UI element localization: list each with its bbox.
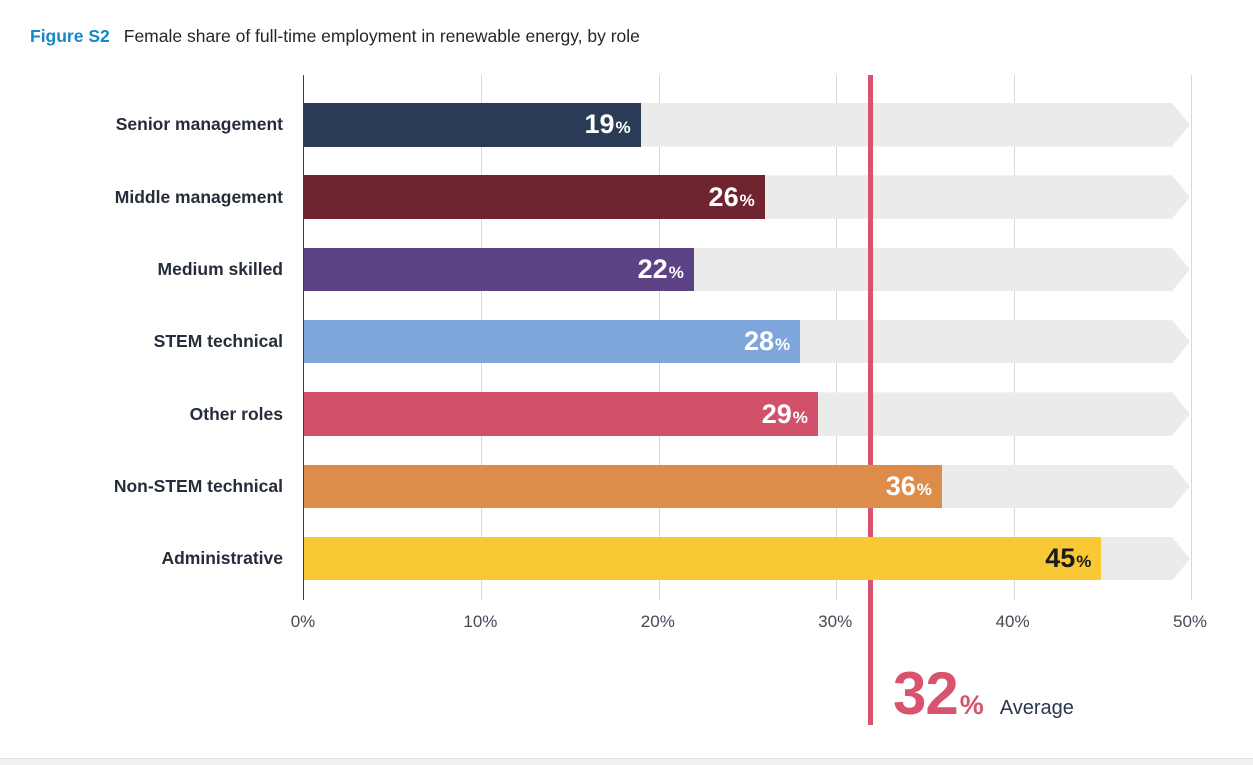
- bar-value-percent-sign: %: [792, 407, 808, 427]
- figure-title-text: Female share of full-time employment in …: [123, 26, 640, 46]
- gridline-50: [1191, 75, 1192, 600]
- bar-value-percent-sign: %: [668, 262, 684, 282]
- bar: 28%: [304, 319, 801, 364]
- plot-area: Senior management 19% Middle management 26%…: [114, 75, 1192, 600]
- x-axis-tick-label: 0%: [290, 612, 316, 631]
- bar-value-percent-sign: %: [775, 335, 791, 355]
- bar-value-label: 36%: [885, 470, 932, 501]
- bar-value-label: 26%: [708, 181, 755, 212]
- bar: 19%: [304, 103, 641, 147]
- page-bottom-strip: [0, 758, 1253, 765]
- average-word-label: Average: [999, 697, 1074, 719]
- bar-value-percent-sign: %: [739, 190, 755, 210]
- x-axis-tick-label: 30%: [818, 612, 853, 631]
- bar-value-number: 29: [761, 398, 792, 429]
- category-label: Non-STEM technical: [113, 475, 283, 496]
- bar-value-percent-sign: %: [1076, 552, 1092, 572]
- bar: 45%: [304, 536, 1102, 581]
- bar-row: STEM technical 28%: [154, 319, 1190, 364]
- bar-value-label: 45%: [1045, 545, 1091, 572]
- bar-value-label: 29%: [761, 398, 808, 429]
- x-axis-tick-label: 20%: [640, 612, 675, 631]
- bar-value-percent-sign: %: [916, 479, 932, 499]
- bar: 29%: [304, 392, 818, 436]
- category-label: Other roles: [189, 403, 283, 424]
- bar-value-label: 19%: [585, 111, 631, 138]
- bar-value-number: 26: [708, 181, 739, 212]
- bar-value-label: 22%: [637, 253, 684, 284]
- bar-value-percent-sign: %: [615, 118, 631, 138]
- figure-number-label: Figure S2: [30, 26, 110, 46]
- category-label: Senior management: [115, 114, 283, 135]
- bar: 36%: [304, 464, 942, 509]
- bar-value-number: 22: [637, 253, 668, 284]
- bar-row: Non-STEM technical 36%: [114, 464, 1190, 509]
- bar-row: Middle management 26%: [115, 175, 1190, 219]
- bar-row: Senior management 19%: [116, 103, 1190, 147]
- bar-value-number: 19: [584, 109, 615, 140]
- category-label: STEM technical: [153, 331, 283, 352]
- category-label: Administrative: [161, 548, 283, 569]
- bar-value-number: 45: [1045, 543, 1076, 574]
- x-axis-tick-label: 50%: [1172, 612, 1208, 631]
- bar-value-number: 28: [743, 326, 775, 357]
- x-axis-tick-label: 40%: [995, 612, 1030, 631]
- figure-title: Figure S2 Female share of full-time emplo…: [30, 26, 640, 47]
- category-label: Medium skilled: [157, 258, 283, 279]
- average-reference-line: [868, 75, 874, 725]
- average-value: 32: [893, 660, 959, 727]
- bar-row: Other roles 29%: [190, 392, 1190, 436]
- bar-value-number: 36: [885, 470, 916, 501]
- bar-row: Administrative 45%: [161, 536, 1190, 581]
- x-axis-tick-label: 10%: [463, 612, 498, 631]
- bar-value-label: 28%: [744, 328, 790, 355]
- bar: 26%: [304, 175, 765, 219]
- bar-row: Medium skilled 22%: [158, 247, 1190, 292]
- average-annotation: 32 % Average: [893, 664, 1074, 724]
- average-percent-sign: %: [959, 690, 984, 720]
- category-label: Middle management: [114, 186, 283, 207]
- bar: 22%: [304, 247, 694, 292]
